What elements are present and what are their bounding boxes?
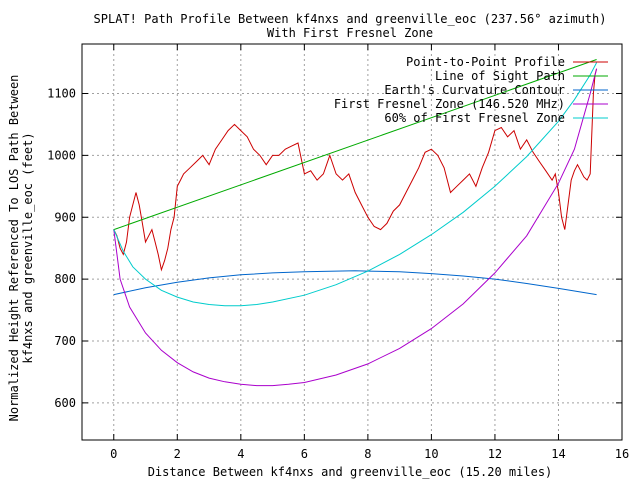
series-line-point-to-point-profile: [113, 68, 598, 272]
x-axis-label: Distance Between kf4nxs and greenville_e…: [148, 465, 553, 479]
plot-frame: [81, 43, 623, 441]
legend-label: Earth's Curvature Contour: [384, 83, 565, 97]
legend-label: Line of Sight Path: [435, 69, 565, 83]
series-line-line-of-sight-path: [113, 59, 597, 231]
legend-label: First Fresnel Zone (146.520 MHz): [334, 97, 565, 111]
chart-title: SPLAT! Path Profile Between kf4nxs and g…: [94, 12, 607, 26]
x-tick-label: 10: [424, 447, 438, 461]
series-line-first-fresnel-zone-146-520-mhz: [113, 68, 598, 387]
y-tick-label: 700: [54, 334, 76, 348]
x-tick-label: 2: [174, 447, 181, 461]
series-lines: [113, 59, 598, 387]
y-tick-label: 900: [54, 210, 76, 224]
legend-label: Point-to-Point Profile: [406, 55, 565, 69]
y-axis-label-line2: kf4nxs and greenville_eoc (feet): [21, 132, 35, 363]
x-tick-label: 4: [237, 447, 244, 461]
x-tick-label: 12: [488, 447, 502, 461]
y-tick-label: 800: [54, 272, 76, 286]
series-line-earth-s-curvature-contour: [113, 270, 597, 296]
x-tick-label: 6: [301, 447, 308, 461]
chart-subtitle: With First Fresnel Zone: [267, 26, 433, 40]
x-tick-label: 14: [551, 447, 565, 461]
axis-ticks: 0 2 4 6 8 10 12 14 16 600 700 800 900 1000 1100: [47, 44, 629, 461]
x-tick-label: 16: [615, 447, 629, 461]
x-tick-label: 8: [364, 447, 371, 461]
legend-label: 60% of First Fresnel Zone: [384, 111, 565, 125]
x-tick-label: 0: [110, 447, 117, 461]
y-tick-label: 1100: [47, 87, 76, 101]
y-axis-label-line1: Normalized Height Referenced To LOS Path…: [7, 75, 21, 422]
y-tick-label: 600: [54, 396, 76, 410]
series-line-60-of-first-fresnel-zone: [113, 62, 598, 307]
y-tick-label: 1000: [47, 148, 76, 162]
